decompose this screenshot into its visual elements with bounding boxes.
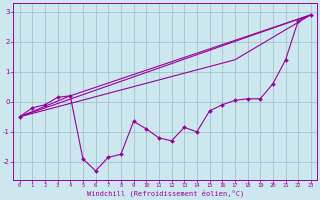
X-axis label: Windchill (Refroidissement éolien,°C): Windchill (Refroidissement éolien,°C) xyxy=(87,190,244,197)
